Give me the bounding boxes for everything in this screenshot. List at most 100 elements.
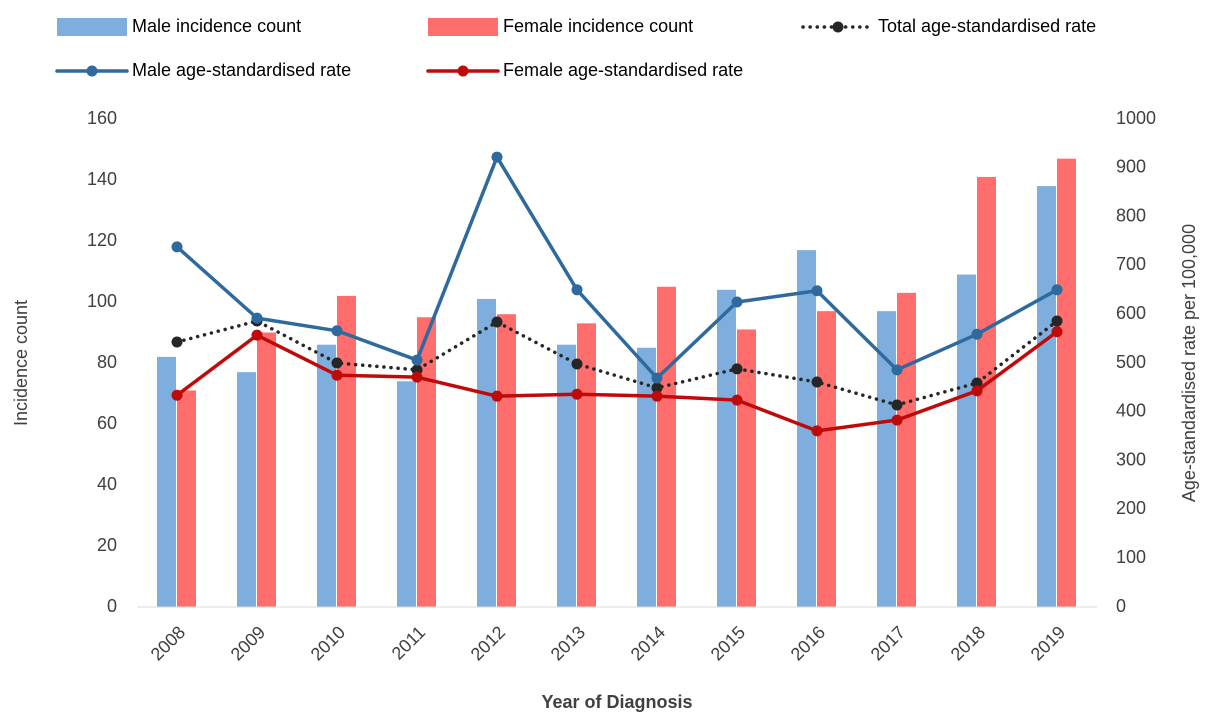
- y2-axis-title: Age-standardised rate per 100,000: [1179, 224, 1199, 502]
- y2-tick-label: 700: [1116, 254, 1146, 274]
- x-tick-label: 2013: [547, 622, 589, 664]
- y-tick-label: 140: [87, 169, 117, 189]
- marker: [811, 425, 823, 437]
- marker: [571, 358, 583, 370]
- marker: [171, 336, 183, 348]
- legend-swatch: [57, 18, 127, 36]
- x-tick-label: 2017: [867, 622, 909, 664]
- marker: [891, 364, 903, 376]
- y-tick-label: 160: [87, 108, 117, 128]
- y2-tick-label: 300: [1116, 449, 1146, 469]
- marker: [251, 312, 263, 324]
- x-tick-label: 2015: [707, 622, 749, 664]
- legend-label: Total age-standardised rate: [878, 16, 1096, 36]
- marker: [1051, 284, 1063, 296]
- marker: [971, 385, 983, 397]
- bar: [157, 356, 176, 607]
- marker: [651, 390, 663, 402]
- y-tick-label: 0: [107, 596, 117, 616]
- marker: [731, 394, 743, 406]
- y-tick-label: 20: [97, 535, 117, 555]
- y2-tick-label: 200: [1116, 498, 1146, 518]
- y-tick-label: 60: [97, 413, 117, 433]
- bar: [957, 274, 976, 607]
- x-tick-label: 2009: [227, 622, 269, 664]
- marker: [411, 354, 423, 366]
- bar: [397, 381, 416, 607]
- marker: [411, 371, 423, 383]
- bar: [1037, 186, 1056, 607]
- line: [175, 330, 1059, 433]
- marker: [731, 363, 743, 375]
- x-tick-label: 2019: [1027, 622, 1069, 664]
- y-tick-label: 120: [87, 230, 117, 250]
- y2-tick-label: 800: [1116, 205, 1146, 225]
- bar: [337, 295, 356, 607]
- marker: [491, 316, 503, 328]
- bar: [237, 372, 256, 607]
- bar: [977, 176, 996, 607]
- y2-tick-label: 900: [1116, 157, 1146, 177]
- bar: [1057, 158, 1076, 607]
- marker: [1051, 315, 1063, 327]
- marker: [651, 372, 663, 384]
- y2-tick-label: 1000: [1116, 108, 1156, 128]
- bar: [637, 347, 656, 607]
- bar: [657, 286, 676, 607]
- x-tick-label: 2016: [787, 622, 829, 664]
- bar: [557, 344, 576, 607]
- bar: [897, 292, 916, 607]
- legend-label: Male age-standardised rate: [132, 60, 351, 80]
- marker: [1051, 326, 1063, 338]
- y2-tick-label: 0: [1116, 596, 1126, 616]
- bar: [257, 332, 276, 607]
- marker: [171, 389, 183, 401]
- marker: [731, 296, 743, 308]
- y2-tick-label: 500: [1116, 352, 1146, 372]
- marker: [171, 241, 183, 253]
- marker: [971, 377, 983, 389]
- bar: [177, 390, 196, 607]
- line: [175, 155, 1059, 380]
- x-tick-label: 2014: [627, 622, 669, 664]
- x-tick-label: 2018: [947, 622, 989, 664]
- x-axis-title: Year of Diagnosis: [541, 692, 692, 712]
- y-tick-label: 80: [97, 352, 117, 372]
- bar: [477, 298, 496, 607]
- marker: [571, 284, 583, 296]
- y-tick-label: 40: [97, 474, 117, 494]
- bar: [317, 344, 336, 607]
- marker: [811, 376, 823, 388]
- y-axis-title: Incidence count: [11, 300, 31, 426]
- marker: [491, 390, 503, 402]
- legend-label: Female age-standardised rate: [503, 60, 743, 80]
- legend-label: Male incidence count: [132, 16, 301, 36]
- marker: [571, 388, 583, 400]
- marker: [891, 399, 903, 411]
- legend-marker: [832, 21, 844, 33]
- marker: [331, 357, 343, 369]
- marker: [251, 329, 263, 341]
- legend-marker: [86, 65, 98, 77]
- bar: [417, 317, 436, 607]
- line: [175, 319, 1059, 407]
- y2-tick-label: 100: [1116, 547, 1146, 567]
- marker: [811, 285, 823, 297]
- bar: [817, 311, 836, 607]
- y2-tick-label: 400: [1116, 401, 1146, 421]
- bar: [877, 311, 896, 607]
- marker: [651, 382, 663, 394]
- x-tick-label: 2012: [467, 622, 509, 664]
- marker: [891, 414, 903, 426]
- marker: [491, 151, 503, 163]
- x-tick-label: 2010: [307, 622, 349, 664]
- bar: [717, 289, 736, 607]
- y-tick-label: 100: [87, 291, 117, 311]
- x-tick-label: 2011: [388, 622, 430, 664]
- legend-marker: [457, 65, 469, 77]
- marker: [331, 325, 343, 337]
- marker: [971, 328, 983, 340]
- bar: [497, 314, 516, 607]
- legend-label: Female incidence count: [503, 16, 693, 36]
